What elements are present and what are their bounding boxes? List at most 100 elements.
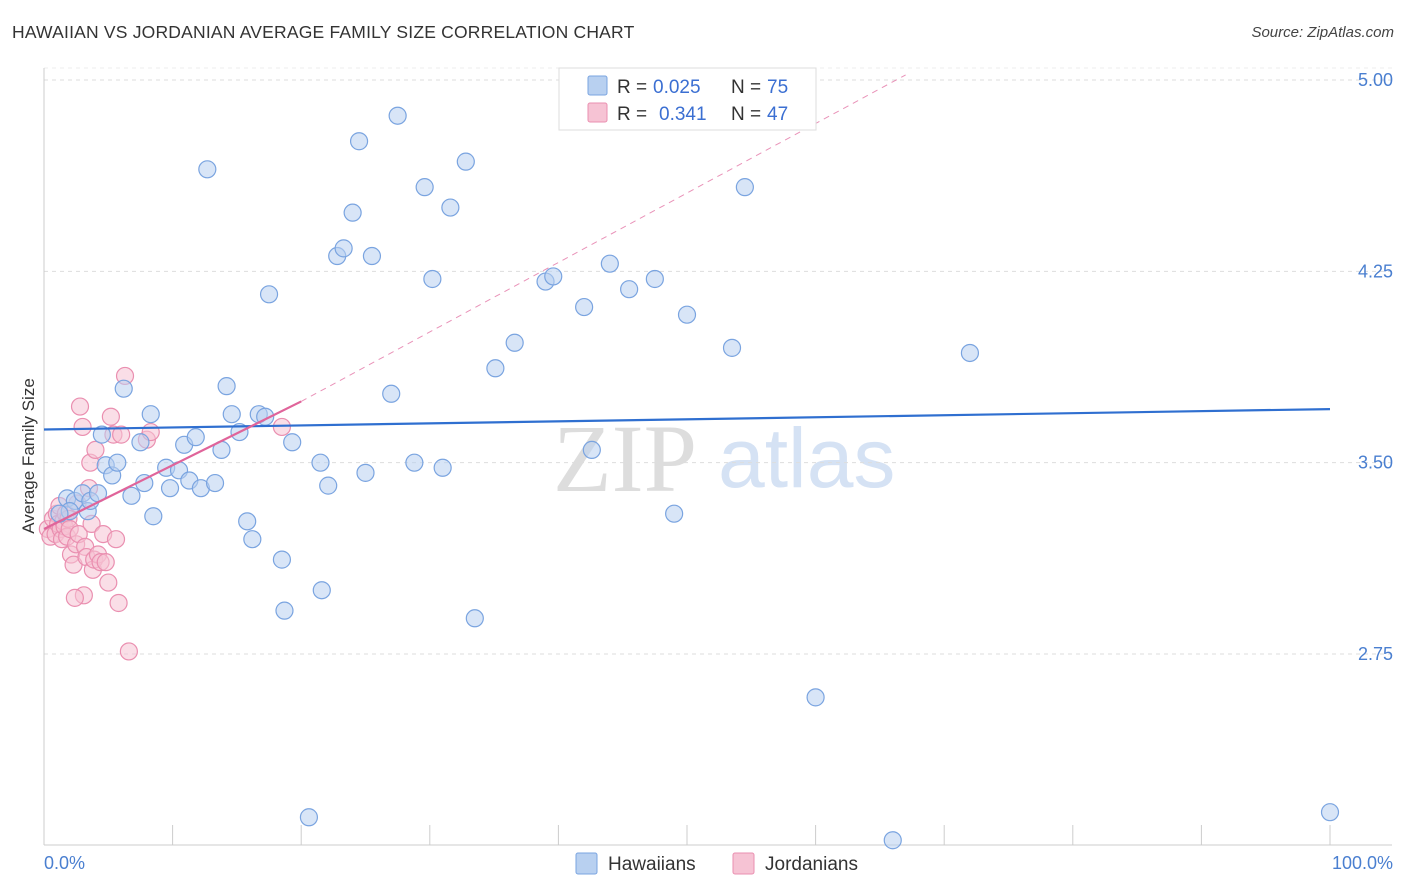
legend-n-value-jordanians: 47 xyxy=(767,104,788,125)
hawaiian-point xyxy=(122,486,141,505)
jordanian-trendline xyxy=(43,400,302,530)
hawaiian-point xyxy=(465,609,484,628)
y-tick-label: 2.75 xyxy=(1358,644,1393,664)
jordanian-point xyxy=(272,417,292,437)
chart-title: HAWAIIAN VS JORDANIAN AVERAGE FAMILY SIZ… xyxy=(12,22,635,42)
jordanian-point xyxy=(86,440,105,460)
hawaiian-point xyxy=(960,343,980,363)
jordanian-point xyxy=(96,553,115,572)
hawaiian-point xyxy=(806,688,825,707)
y-tick-label: 4.25 xyxy=(1358,261,1393,281)
legend-r-value-hawaiians: 0.025 xyxy=(653,77,701,98)
y-axis-label: Average Family Size xyxy=(19,378,38,534)
hawaiian-point xyxy=(456,152,475,171)
bottom-legend-jordanians: Jordanians xyxy=(765,854,858,875)
hawaiian-point xyxy=(665,504,684,523)
series-legend: Hawaiians Jordanians xyxy=(575,852,858,875)
hawaiian-point xyxy=(186,428,205,447)
jordanian-point xyxy=(65,588,84,607)
hawaiian-point xyxy=(50,504,69,523)
bottom-legend-swatch-jordanians xyxy=(732,852,755,875)
hawaiian-point xyxy=(259,285,279,304)
hawaiian-point xyxy=(735,178,754,197)
legend-r-label-jordanians: R = xyxy=(617,104,647,125)
jordanian-point xyxy=(101,407,120,426)
gridlines xyxy=(44,67,1392,655)
y-tick-label: 3.50 xyxy=(1358,453,1393,473)
legend-r-value-jordanians: 0.341 xyxy=(659,104,707,125)
jordanian-point xyxy=(106,530,126,549)
hawaiian-point xyxy=(299,808,319,827)
hawaiian-point xyxy=(141,405,160,424)
hawaiian-point xyxy=(433,458,452,477)
watermark-zip: ZIP xyxy=(553,405,697,512)
hawaiian-point xyxy=(505,333,524,352)
hawaiian-point xyxy=(362,246,382,266)
hawaiian-point xyxy=(405,453,424,472)
hawaiian-point xyxy=(544,267,563,286)
hawaiian-point xyxy=(441,198,460,217)
jordanian-point xyxy=(112,425,131,444)
watermark-atlas: atlas xyxy=(718,411,895,505)
hawaiian-point xyxy=(144,507,163,526)
x-ticks xyxy=(172,825,1331,845)
hawaiian-point xyxy=(645,269,664,289)
hawaiian-point xyxy=(1320,803,1340,822)
jordanian-point xyxy=(109,593,128,613)
hawaiian-point xyxy=(423,269,442,289)
hawaiian-point xyxy=(415,178,434,197)
hawaiian-point xyxy=(349,132,369,151)
hawaiian-point xyxy=(343,203,362,222)
y-tick-labels: 2.75 3.50 4.25 5.00 xyxy=(1358,70,1393,664)
hawaiian-point xyxy=(108,453,127,472)
legend-n-label-jordanians: N = xyxy=(731,104,761,125)
hawaiian-point xyxy=(222,405,241,424)
source-label: Source: ZipAtlas.com xyxy=(1251,24,1394,41)
hawaiian-point xyxy=(334,239,353,258)
hawaiian-point xyxy=(582,440,601,460)
bottom-legend-hawaiians: Hawaiians xyxy=(608,854,696,875)
hawaiian-point xyxy=(272,550,292,569)
hawaiian-point xyxy=(160,479,180,498)
jordanian-point xyxy=(73,417,92,437)
x-tick-label-min: 0.0% xyxy=(44,853,85,873)
hawaiian-point xyxy=(486,359,505,378)
hawaiian-point xyxy=(92,425,111,444)
hawaiian-point xyxy=(205,473,225,493)
correlation-legend: R = 0.025 N = 75 R = 0.341 N = 47 xyxy=(558,67,817,131)
hawaiian-point xyxy=(217,377,236,396)
hawaiian-point xyxy=(312,581,331,600)
jordanian-point xyxy=(70,397,90,416)
axes xyxy=(43,68,1392,846)
hawaiian-point xyxy=(382,384,401,403)
hawaiian-point xyxy=(198,160,217,179)
hawaiian-point xyxy=(677,305,697,324)
bottom-legend-swatch-hawaiians xyxy=(575,852,598,875)
hawaiian-point xyxy=(575,297,594,317)
hawaiian-point xyxy=(388,106,407,125)
x-tick-label-max: 100.0% xyxy=(1332,853,1393,873)
hawaiian-series xyxy=(50,106,1340,850)
hawaiian-point xyxy=(243,530,262,549)
legend-swatch-jordanians xyxy=(587,102,608,123)
hawaiian-point xyxy=(600,254,619,273)
legend-n-label-hawaiians: N = xyxy=(731,77,761,98)
hawaiian-point xyxy=(114,379,133,398)
hawaiian-point xyxy=(275,601,294,620)
hawaiian-point xyxy=(319,476,338,495)
hawaiian-point xyxy=(311,453,330,472)
hawaiian-point xyxy=(883,831,902,850)
hawaiian-point xyxy=(131,433,150,452)
hawaiian-point xyxy=(620,280,639,299)
legend-swatch-hawaiians xyxy=(587,75,608,96)
hawaiian-point xyxy=(356,463,375,482)
hawaiian-point xyxy=(722,338,742,357)
hawaiian-point xyxy=(238,512,257,531)
jordanian-point xyxy=(99,573,118,592)
y-tick-label: 5.00 xyxy=(1358,70,1393,90)
jordanian-point xyxy=(119,642,138,661)
hawaiian-trendline xyxy=(43,407,1331,431)
hawaiian-point xyxy=(283,433,302,452)
legend-r-label-hawaiians: R = xyxy=(617,77,647,98)
